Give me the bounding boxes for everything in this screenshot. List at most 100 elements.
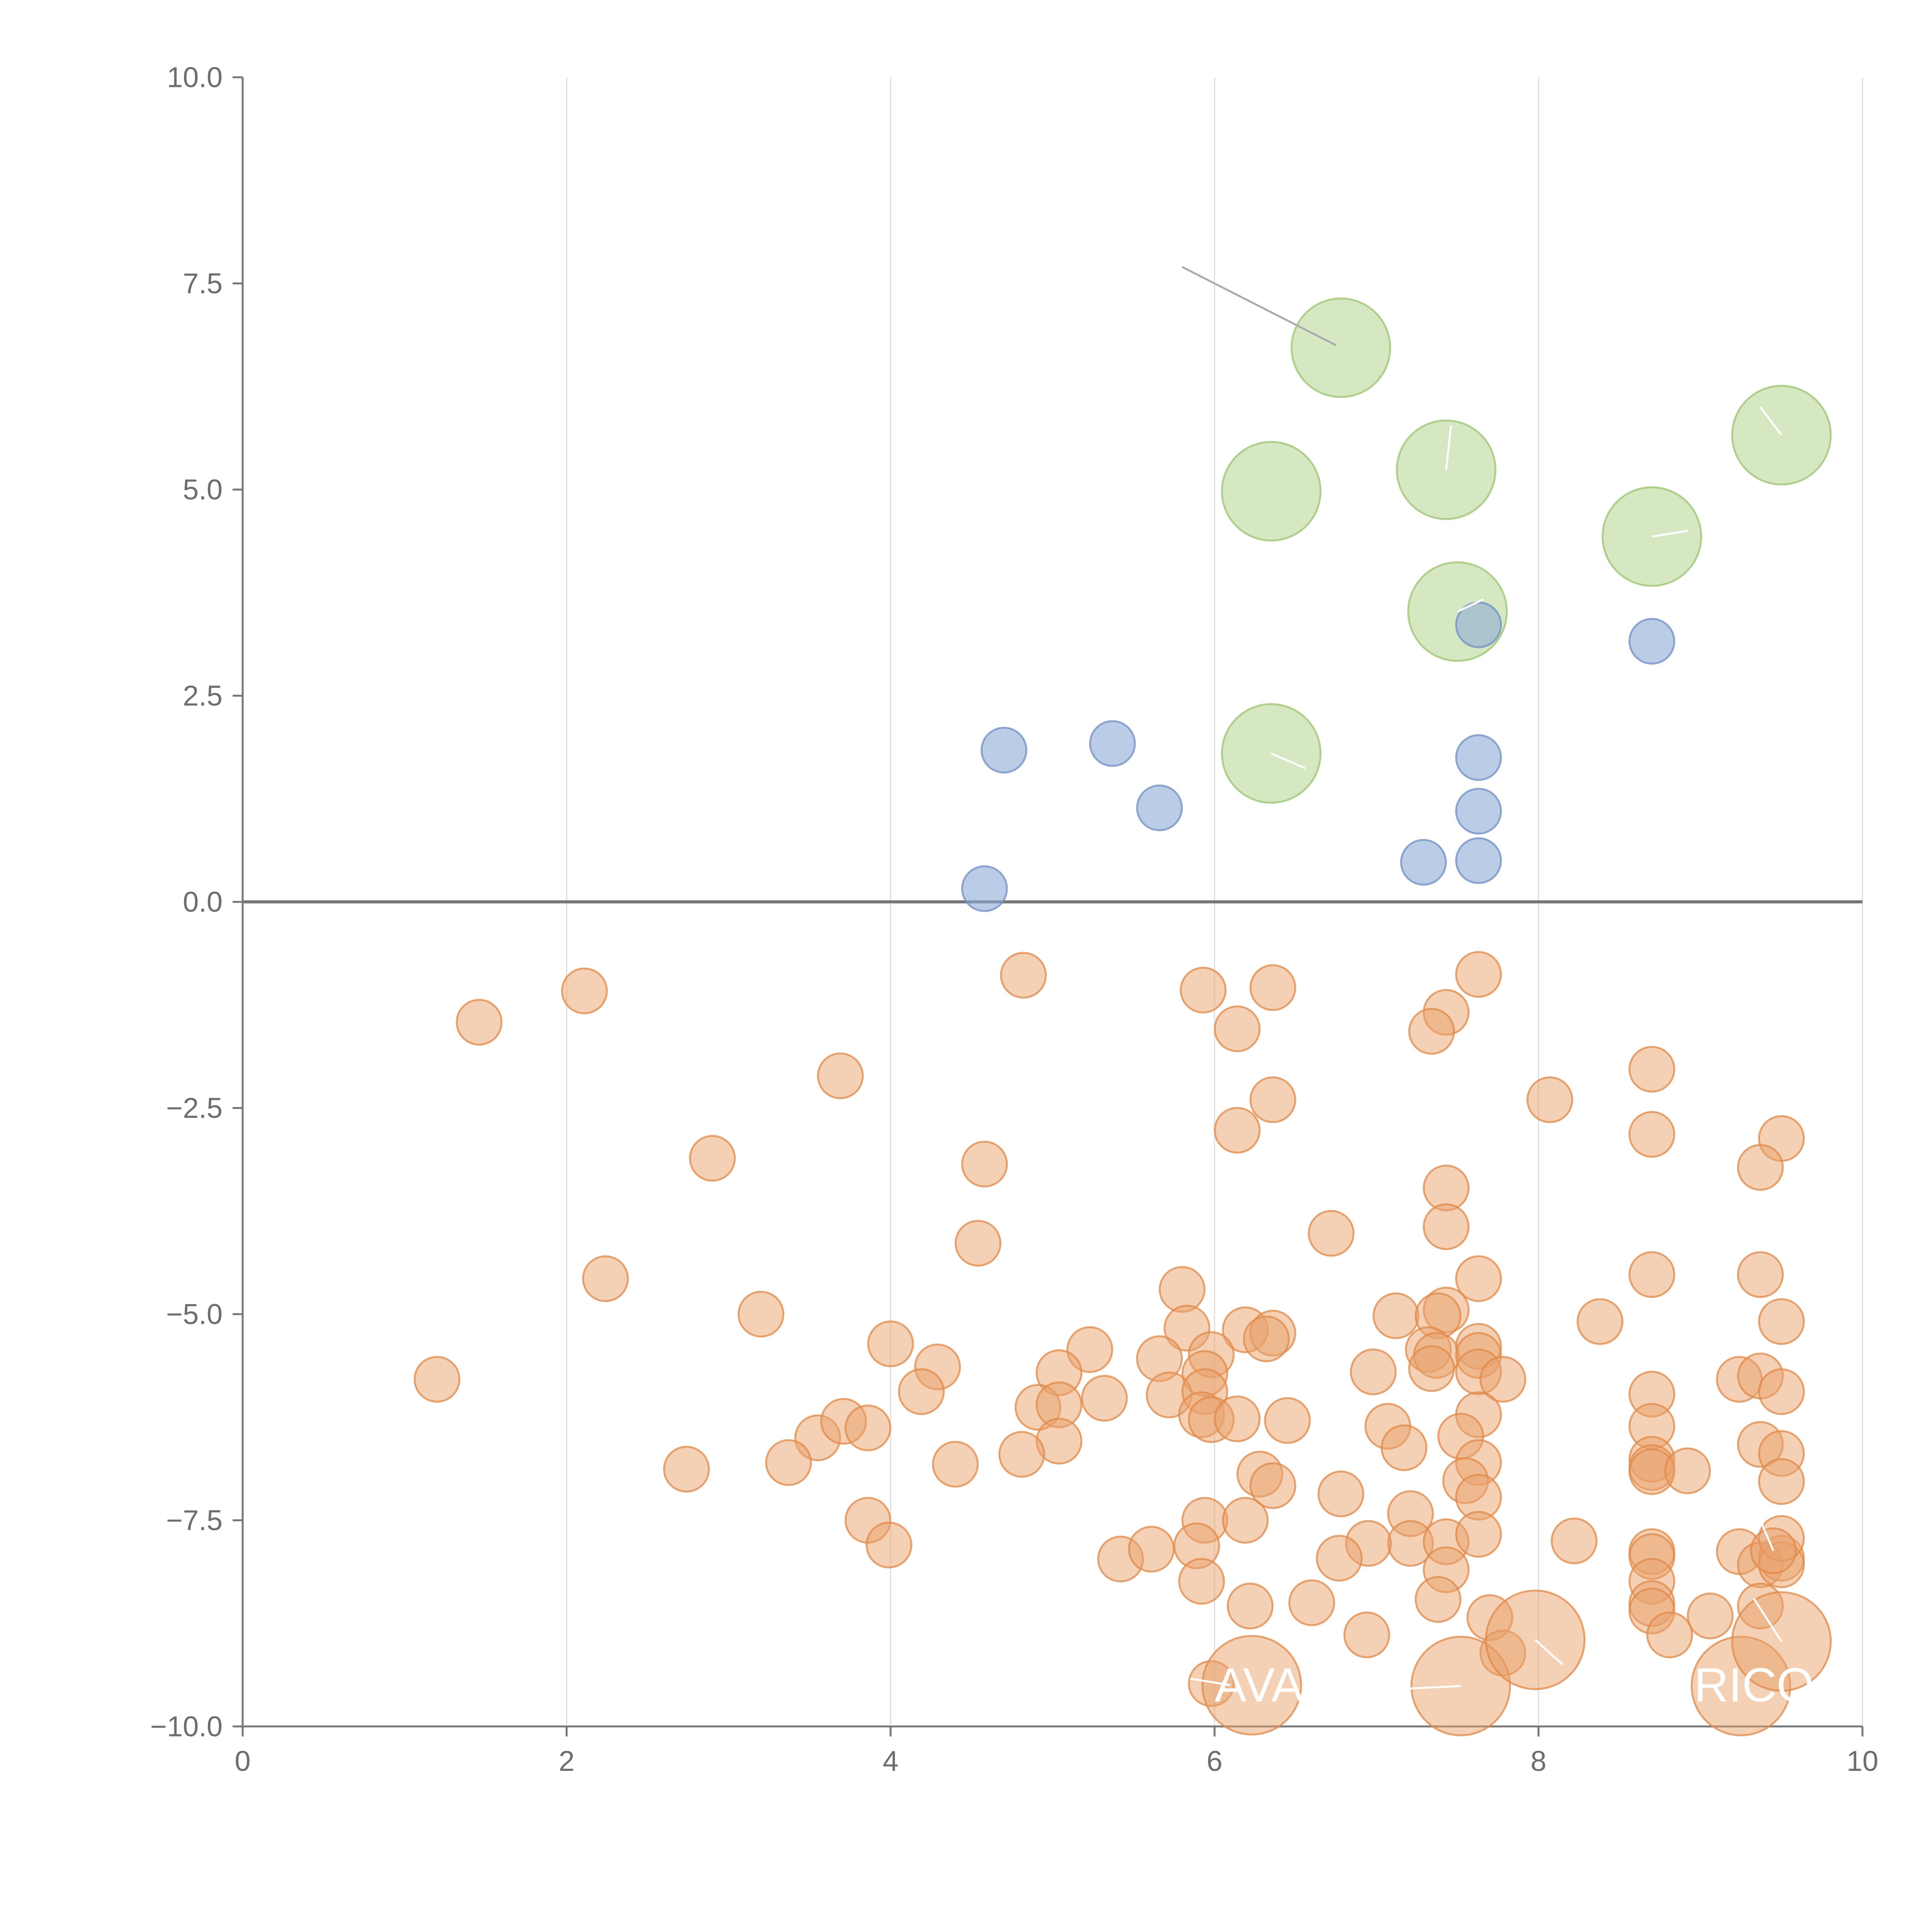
- data-point: [1628, 1046, 1675, 1093]
- data-points: [413, 297, 1832, 1736]
- data-point: [1249, 964, 1296, 1011]
- data-point: [1551, 1517, 1598, 1565]
- data-point: [1758, 1368, 1805, 1415]
- data-point: [1178, 1558, 1225, 1605]
- data-point: [1291, 297, 1391, 398]
- data-point: [1343, 1611, 1390, 1658]
- leader-line: [1190, 1677, 1231, 1686]
- data-point: [1646, 1611, 1693, 1658]
- point-label: RICO: [1694, 1658, 1814, 1712]
- data-point: [1214, 1005, 1261, 1053]
- data-point: [1455, 787, 1502, 835]
- data-point: [737, 1291, 784, 1338]
- data-point: [1408, 1345, 1455, 1392]
- data-point: [1288, 1579, 1335, 1626]
- leader-line: [1753, 1598, 1782, 1642]
- data-point: [1308, 1210, 1355, 1257]
- data-point: [1687, 1592, 1734, 1639]
- data-point: [1628, 618, 1675, 665]
- data-point: [1455, 837, 1502, 884]
- y-tick-label: −5.0: [166, 1298, 223, 1330]
- data-point: [1000, 952, 1047, 999]
- x-tick-label: 10: [1847, 1745, 1878, 1777]
- data-point: [1758, 1298, 1805, 1345]
- leader-line: [1270, 752, 1306, 769]
- data-point: [1664, 1447, 1711, 1494]
- data-point: [413, 1356, 461, 1403]
- leader-line: [1393, 1685, 1461, 1690]
- data-point: [954, 1219, 1002, 1267]
- y-tick-label: −2.5: [166, 1092, 223, 1124]
- data-point: [1221, 441, 1322, 542]
- data-point: [1136, 784, 1183, 832]
- data-point: [1180, 966, 1227, 1014]
- data-point: [1249, 1076, 1296, 1123]
- data-point: [961, 1141, 1008, 1188]
- data-point: [1214, 1395, 1261, 1442]
- y-tick-label: 0.0: [183, 886, 223, 918]
- data-point: [867, 1320, 914, 1367]
- data-point: [1737, 1251, 1784, 1298]
- data-point: [1222, 1497, 1269, 1544]
- y-tick-label: 10.0: [167, 61, 223, 94]
- x-tick-label: 8: [1531, 1745, 1546, 1777]
- data-point: [1089, 720, 1136, 767]
- x-tick-label: 6: [1207, 1745, 1223, 1777]
- data-point: [1128, 1526, 1175, 1573]
- data-point: [1737, 1144, 1784, 1191]
- series-green: [1221, 297, 1832, 804]
- leader-line: [1534, 1639, 1564, 1665]
- data-point: [961, 865, 1008, 912]
- data-point: [1226, 1582, 1274, 1629]
- leader-line: [1759, 1520, 1774, 1551]
- data-point: [1264, 1397, 1311, 1444]
- data-point: [1408, 1008, 1455, 1055]
- data-point: [1577, 1298, 1624, 1345]
- data-point: [1249, 1462, 1296, 1509]
- y-tick-label: −7.5: [166, 1504, 223, 1536]
- data-point: [1081, 1375, 1128, 1422]
- leader-line: [1445, 425, 1452, 470]
- leader-line: [1759, 406, 1782, 436]
- leader-line: [1182, 266, 1337, 346]
- data-point: [1316, 1535, 1363, 1582]
- x-tick-label: 0: [235, 1745, 250, 1777]
- data-point: [1455, 951, 1502, 998]
- tick-labels: 10.0 7.5 5.0 2.5 0.0 −2.5 −5.0 −7.5 −10.0 0 2 4 6 8 10: [150, 61, 1878, 1777]
- y-tick-label: 5.0: [183, 474, 223, 506]
- series-blue: [961, 601, 1675, 912]
- data-point: [1158, 1266, 1206, 1313]
- data-point: [980, 726, 1027, 774]
- leader-line: [1651, 530, 1688, 538]
- series-orange: [413, 951, 1805, 1707]
- y-tick-label: 7.5: [183, 267, 223, 299]
- axes: [242, 77, 1862, 1728]
- data-point: [1526, 1076, 1573, 1123]
- data-point: [456, 999, 503, 1046]
- x-tick-label: 4: [883, 1745, 898, 1777]
- data-point: [1455, 734, 1502, 781]
- leader-line: [1457, 598, 1484, 613]
- data-point: [689, 1135, 736, 1182]
- data-point: [1372, 1292, 1420, 1339]
- data-point: [932, 1440, 979, 1488]
- y-tick-label: −10.0: [150, 1711, 223, 1743]
- point-labels: AVA RICO: [1214, 1658, 1814, 1712]
- data-point: [1455, 1511, 1502, 1558]
- data-point: [844, 1404, 891, 1451]
- data-point: [1243, 1315, 1290, 1362]
- data-point: [1214, 1107, 1261, 1154]
- data-point: [1628, 1251, 1675, 1298]
- data-point: [1758, 1458, 1805, 1505]
- point-label: AVA: [1214, 1658, 1303, 1712]
- data-point: [866, 1522, 913, 1569]
- data-point: [561, 967, 608, 1014]
- data-point: [1485, 1589, 1586, 1690]
- data-point: [1455, 1255, 1502, 1302]
- data-point: [582, 1255, 629, 1302]
- data-point: [1479, 1356, 1526, 1403]
- data-point: [1396, 419, 1497, 520]
- data-point: [1400, 839, 1447, 886]
- data-point: [1423, 1203, 1470, 1250]
